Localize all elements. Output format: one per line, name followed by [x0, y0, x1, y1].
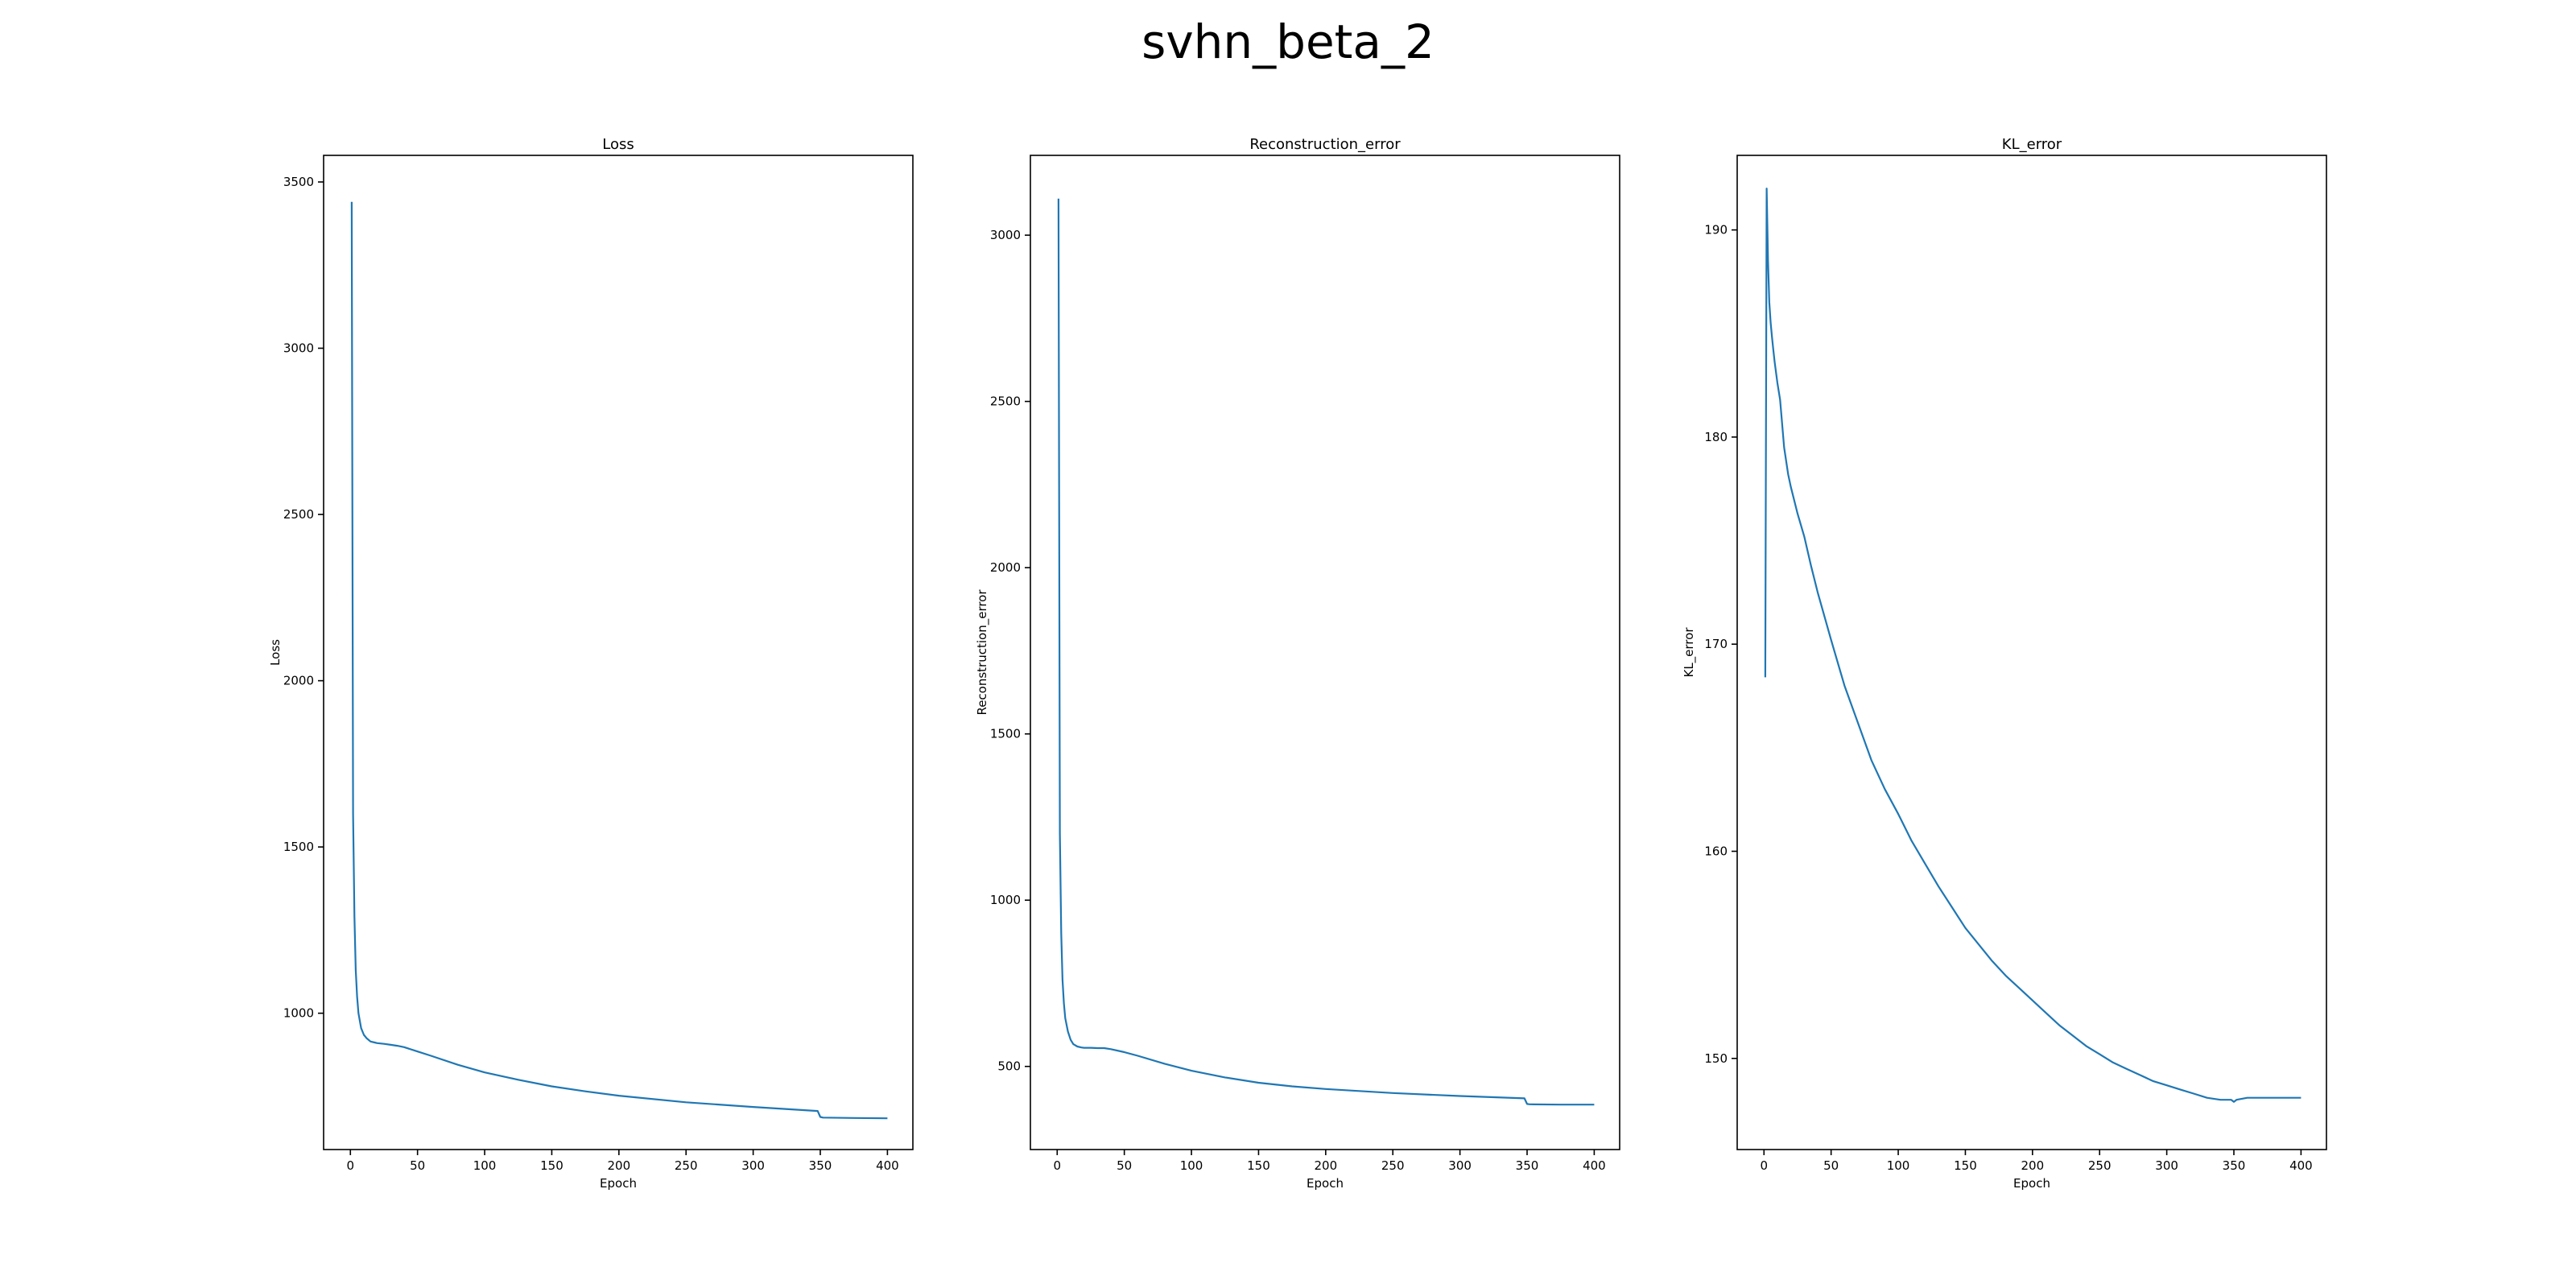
- x-tick-label: 250: [2088, 1158, 2112, 1173]
- x-tick-label: 0: [1053, 1158, 1061, 1173]
- x-tick-label: 50: [1823, 1158, 1839, 1173]
- x-tick-label: 300: [2155, 1158, 2178, 1173]
- y-tick-label: 1000: [990, 893, 1021, 907]
- subplot-title: Reconstruction_error: [1249, 136, 1401, 153]
- y-tick-label: 3500: [283, 175, 314, 189]
- y-tick-label: 3000: [990, 228, 1021, 242]
- plot-frame: [1030, 155, 1620, 1150]
- y-tick-label: 500: [997, 1059, 1021, 1074]
- x-tick-label: 100: [1180, 1158, 1203, 1173]
- x-tick-label: 200: [608, 1158, 631, 1173]
- x-tick-label: 350: [2223, 1158, 2246, 1173]
- subplot-title: KL_error: [2002, 136, 2062, 153]
- y-tick-label: 2000: [283, 674, 314, 688]
- x-tick-label: 0: [1760, 1158, 1768, 1173]
- y-tick-label: 2500: [283, 507, 314, 522]
- x-tick-label: 250: [675, 1158, 698, 1173]
- y-tick-label: 3000: [283, 341, 314, 356]
- y-tick-label: 190: [1704, 223, 1728, 237]
- x-tick-label: 150: [1247, 1158, 1270, 1173]
- y-axis-label: Loss: [268, 639, 283, 666]
- y-tick-label: 1500: [990, 727, 1021, 741]
- x-tick-label: 350: [809, 1158, 832, 1173]
- y-tick-label: 2000: [990, 560, 1021, 575]
- x-tick-label: 150: [540, 1158, 564, 1173]
- plot-frame: [323, 155, 914, 1150]
- y-tick-label: 180: [1704, 430, 1728, 444]
- subplot-loss: 0 50 100 150 200 250 300 350 400 1000 1500 2000 2500…: [268, 136, 914, 1191]
- subplot-title: Loss: [602, 136, 634, 153]
- x-tick-label: 400: [1583, 1158, 1606, 1173]
- x-tick-label: 400: [876, 1158, 899, 1173]
- x-tick-label: 250: [1381, 1158, 1405, 1173]
- x-tick-label: 300: [741, 1158, 765, 1173]
- y-axis-label: Reconstruction_error: [975, 589, 990, 716]
- series-line-loss: [350, 201, 888, 1120]
- x-tick-label: 200: [1315, 1158, 1338, 1173]
- x-axis-label: Epoch: [2013, 1176, 2050, 1191]
- figure-title: svhn_beta_2: [1141, 14, 1435, 69]
- x-tick-label: 150: [1954, 1158, 1977, 1173]
- series-line-reconstruction-error: [1057, 198, 1595, 1106]
- x-tick-label: 0: [346, 1158, 354, 1173]
- y-tick-label: 1500: [283, 840, 314, 854]
- y-tick-label: 170: [1704, 637, 1728, 651]
- x-tick-label: 100: [473, 1158, 497, 1173]
- y-tick-label: 150: [1704, 1051, 1728, 1066]
- x-tick-label: 200: [2021, 1158, 2045, 1173]
- x-tick-label: 300: [1448, 1158, 1472, 1173]
- x-axis-label: Epoch: [600, 1176, 637, 1191]
- plot-frame: [1736, 155, 2327, 1150]
- y-axis-label: KL_error: [1682, 627, 1697, 678]
- y-tick-label: 1000: [283, 1006, 314, 1021]
- x-tick-label: 400: [2289, 1158, 2313, 1173]
- x-tick-label: 50: [410, 1158, 425, 1173]
- subplot-reconstruction-error: 0 50 100 150 200 250 300 350 400 500 1000 1500 2000 2…: [975, 136, 1620, 1191]
- x-tick-label: 350: [1516, 1158, 1539, 1173]
- x-axis-label: Epoch: [1307, 1176, 1344, 1191]
- series-line-kl-error: [1764, 188, 2301, 1103]
- x-tick-label: 100: [1887, 1158, 1910, 1173]
- subplot-kl-error: 0 50 100 150 200 250 300 350 400 150 160 170 180 190 K…: [1682, 136, 2327, 1191]
- y-tick-label: 160: [1704, 844, 1728, 859]
- y-tick-label: 2500: [990, 394, 1021, 409]
- x-tick-label: 50: [1117, 1158, 1132, 1173]
